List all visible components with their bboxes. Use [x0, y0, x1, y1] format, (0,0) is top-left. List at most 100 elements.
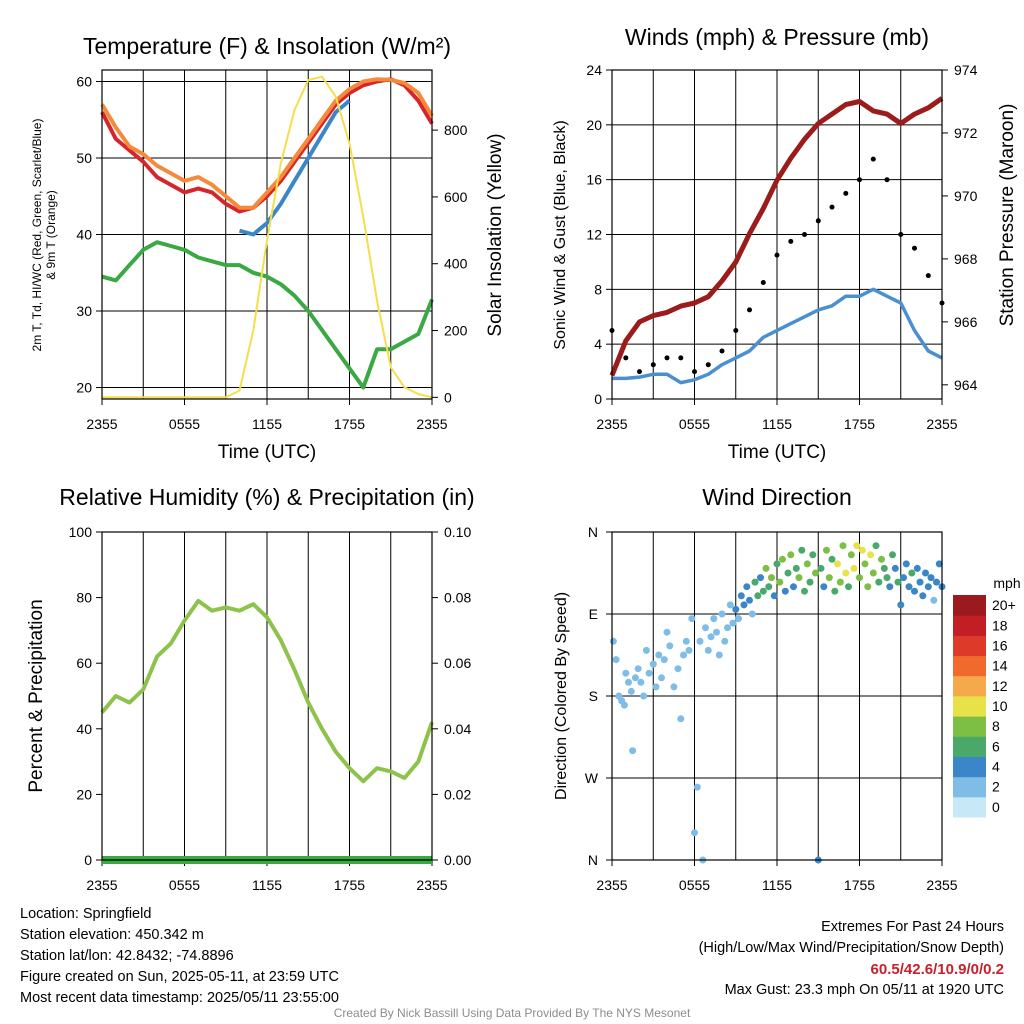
direction-point — [748, 610, 756, 618]
direction-point — [773, 560, 781, 568]
gust-point — [815, 218, 821, 224]
pressure-ylabel: Station Pressure (Maroon) — [997, 104, 1018, 327]
colorbar-label: 6 — [992, 738, 1000, 754]
direction-point — [935, 560, 943, 568]
direction-point — [655, 651, 663, 659]
direction-point — [670, 683, 678, 691]
colorbar-label: 16 — [992, 637, 1008, 653]
direction-point — [850, 564, 858, 572]
temperature-series-line-0 — [100, 77, 434, 214]
colorbar-swatch — [953, 756, 986, 778]
direction-point — [666, 642, 674, 650]
gust-point — [857, 177, 862, 183]
gust-point — [664, 355, 670, 361]
winds-ytick-label: 0 — [594, 391, 602, 407]
direction-point — [911, 587, 918, 595]
direction-point — [831, 587, 839, 595]
direction-point — [828, 555, 836, 563]
direction-xtick-label: 0555 — [679, 877, 710, 893]
direction-point — [825, 574, 833, 582]
direction-point — [627, 687, 635, 695]
temperature-ytick-label: 30 — [76, 303, 92, 319]
gust-point — [870, 156, 876, 162]
direction-point — [784, 569, 792, 577]
direction-point — [743, 583, 751, 591]
direction-point — [737, 592, 745, 600]
direction-point — [834, 560, 841, 568]
temperature-series-line-2 — [238, 99, 351, 237]
colorbar-swatch — [953, 655, 986, 677]
direction-point — [820, 583, 828, 591]
colorbar-label: 4 — [992, 759, 1000, 775]
direction-point — [732, 605, 740, 613]
winds-xtick-label: 0555 — [679, 416, 710, 432]
gust-point — [719, 348, 725, 354]
credit-text: Created By Nick Bassill Using Data Provi… — [333, 1006, 691, 1020]
direction-point — [770, 592, 778, 600]
temperature-series-line-3 — [101, 240, 434, 390]
gust-point — [747, 307, 752, 313]
gust-point — [692, 369, 697, 375]
direction-point — [839, 542, 847, 550]
direction-point — [691, 829, 698, 837]
direction-point — [812, 569, 819, 577]
direction-point — [781, 587, 789, 595]
direction-point — [637, 678, 645, 686]
humidity-ytick-label: 80 — [76, 590, 92, 606]
latlon-text: Station lat/lon: 42.8432; -74.8896 — [20, 948, 234, 964]
direction-point — [693, 783, 701, 791]
temperature-xlabel: Time (UTC) — [218, 442, 317, 463]
direction-point — [861, 560, 869, 568]
pressure-ytick-label: 974 — [954, 62, 978, 78]
winds-title: Winds (mph) & Pressure (mb) — [625, 24, 929, 50]
insolation-ytick-label: 800 — [444, 122, 468, 138]
sonic-wind-line — [612, 287, 943, 385]
colorbar-swatch — [953, 635, 986, 657]
direction-point — [927, 574, 935, 582]
direction-point — [634, 665, 642, 673]
direction-point — [620, 701, 628, 709]
insolation-ytick-label: 600 — [444, 189, 468, 205]
direction-point — [858, 546, 866, 554]
extremes-summary: Extremes For Past 24 Hours (High/Low/Max… — [699, 917, 1004, 1001]
direction-point — [680, 651, 687, 659]
direction-point — [924, 583, 932, 591]
direction-point — [798, 546, 806, 554]
humidity-panel: 0 20 40 60 80 100 0.00 0.02 0.04 0.06 0.08 0.10 2355… — [69, 524, 472, 893]
direction-point — [883, 574, 891, 582]
direction-point — [765, 583, 773, 591]
direction-ytick-label: W — [585, 770, 599, 786]
direction-point — [704, 646, 712, 654]
pressure-ytick-label: 964 — [954, 377, 978, 393]
pressure-ytick-label: 966 — [954, 314, 978, 330]
temperature-xtick-label: 0555 — [169, 416, 200, 432]
colorbar-swatch — [953, 615, 986, 636]
gust-point — [760, 280, 766, 285]
winds-ytick-label: 8 — [594, 281, 602, 297]
insolation-ytick-label: 400 — [444, 256, 468, 272]
recent-data-text: Most recent data timestamp: 2025/05/11 2… — [20, 990, 339, 1006]
temperature-series-line-1 — [100, 77, 434, 210]
direction-point — [897, 601, 905, 609]
winds-ytick-label: 16 — [586, 172, 602, 188]
colorbar-label: 10 — [992, 698, 1008, 714]
temperature-ytick-label: 50 — [76, 150, 92, 166]
colorbar-swatch — [953, 776, 986, 798]
colorbar-swatch — [953, 595, 986, 616]
humidity-xtick-label: 1755 — [334, 877, 365, 893]
insolation-ylabel: Solar Insolation (Yellow) — [485, 133, 506, 336]
direction-point — [612, 656, 620, 664]
direction-panel: N W S E N 2355 0555 1155 1755 2355 — [585, 524, 958, 893]
direction-point — [900, 574, 907, 582]
direction-ylabel: Direction (Colored By Speed) — [553, 592, 570, 800]
max-gust-text: Max Gust: 23.3 mph On 05/11 at 1920 UTC — [724, 982, 1004, 998]
direction-point — [933, 578, 940, 586]
direction-point — [707, 633, 715, 641]
precip-ytick-label: 0.04 — [444, 721, 471, 737]
direction-point — [864, 583, 872, 591]
pressure-line — [609, 96, 944, 377]
direction-point — [836, 578, 844, 586]
gust-point — [898, 232, 904, 237]
temperature-ytick-label: 60 — [76, 73, 92, 89]
